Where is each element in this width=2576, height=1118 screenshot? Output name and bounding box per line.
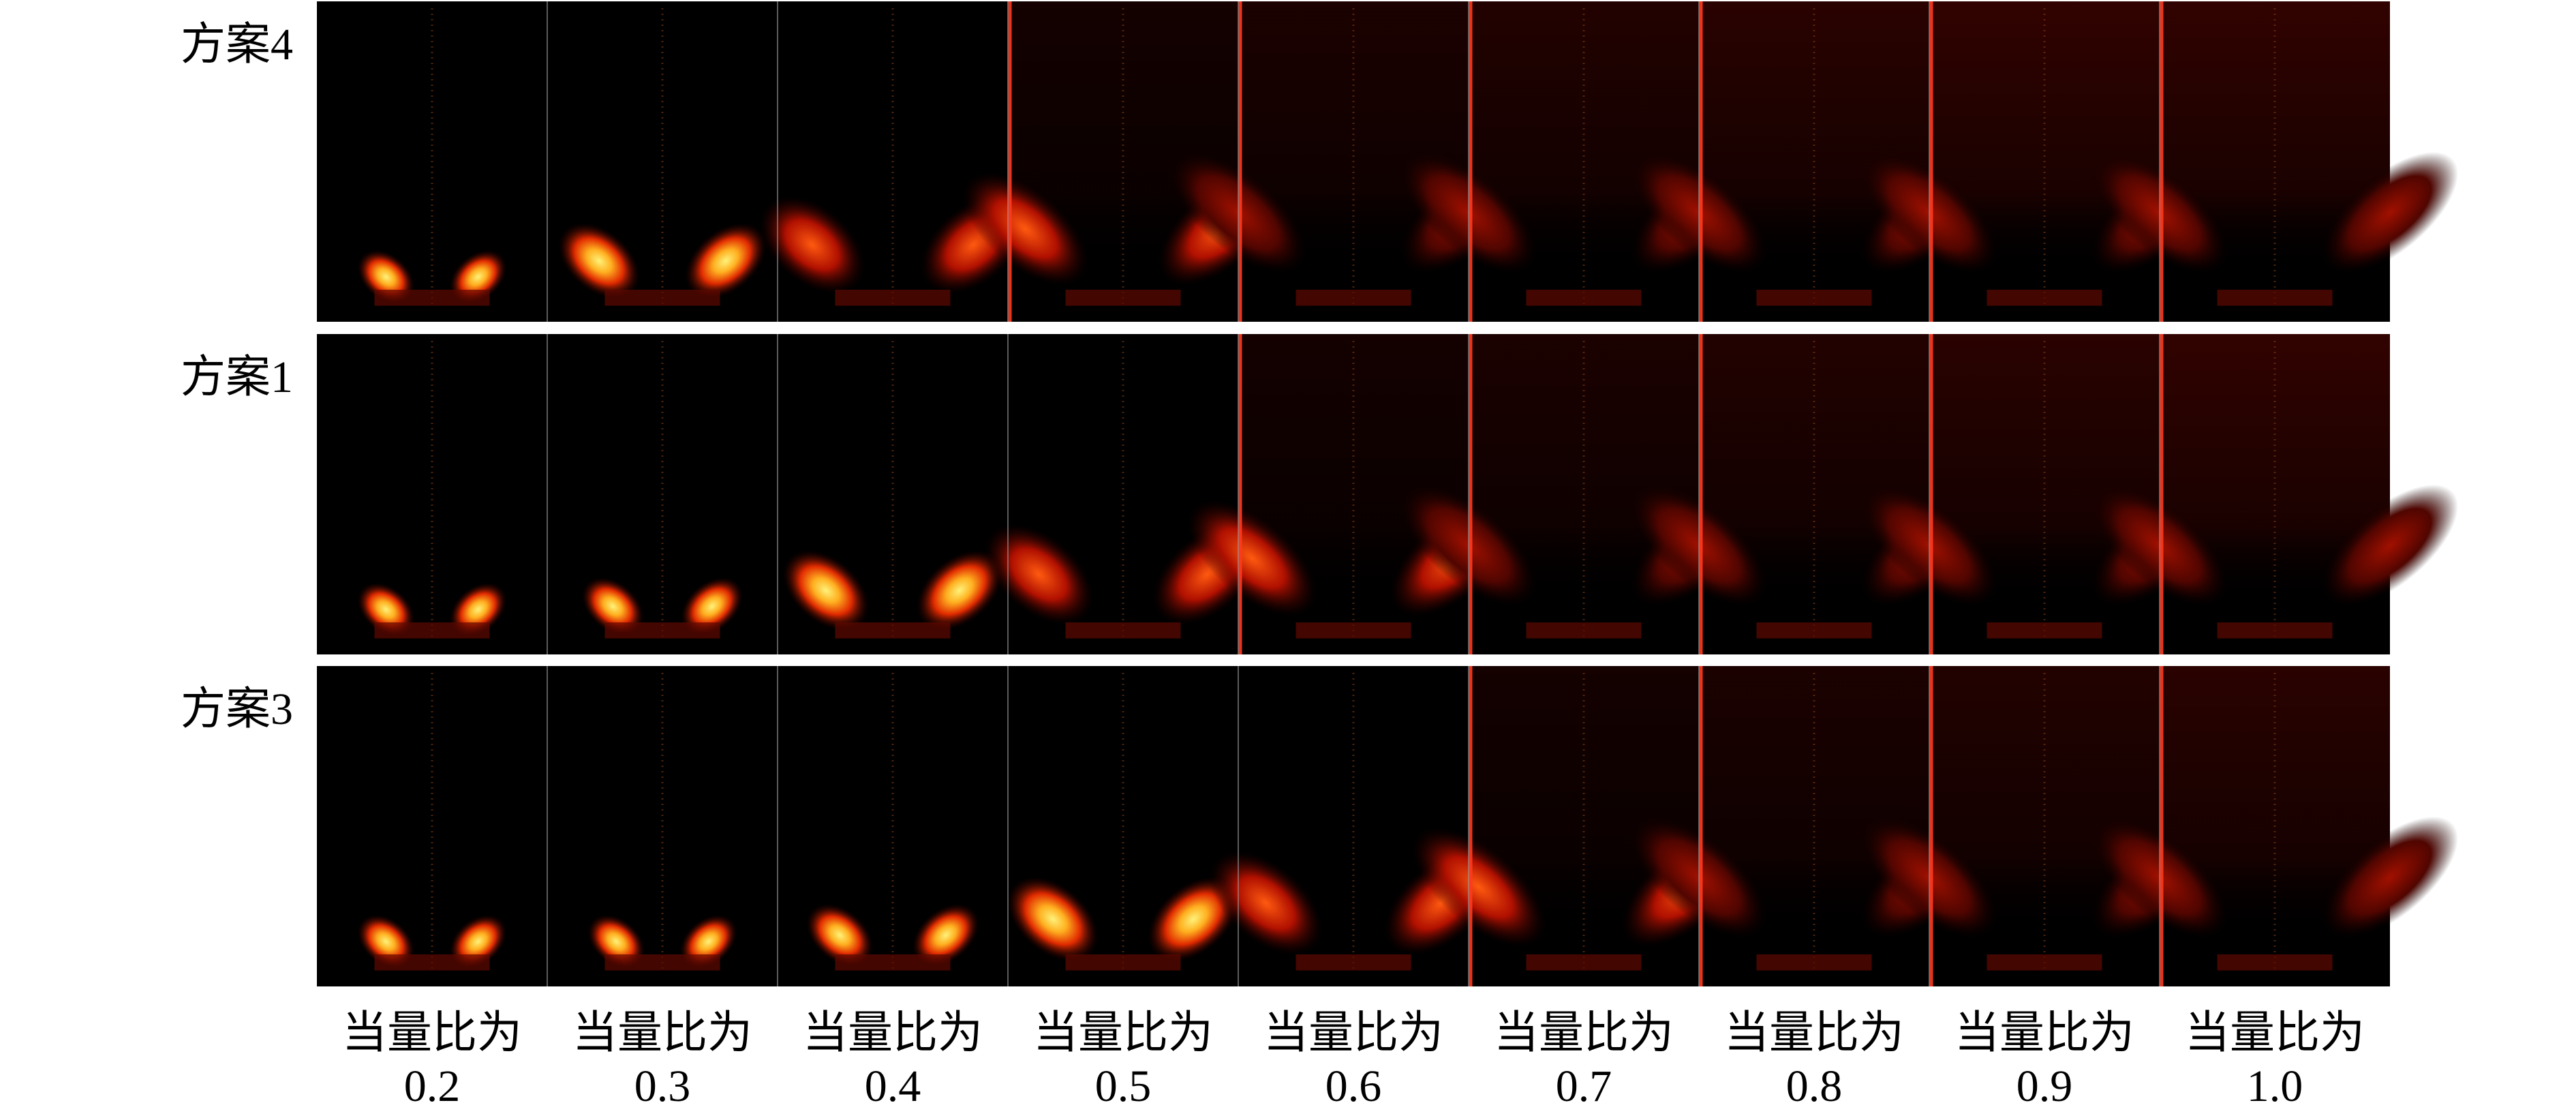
flame-lobe xyxy=(581,577,644,636)
column-value: 0.3 xyxy=(634,1061,691,1111)
flame-lobe xyxy=(681,577,743,636)
flame-base xyxy=(1987,622,2102,639)
panel xyxy=(1630,334,1998,654)
flame-base xyxy=(374,954,490,971)
flame-lobe xyxy=(782,550,870,631)
flame-base xyxy=(1987,290,2102,306)
flame-base xyxy=(1756,290,1872,306)
column-value: 0.8 xyxy=(1786,1061,1843,1111)
column-value: 0.7 xyxy=(1556,1061,1612,1111)
column-label: 当量比为 xyxy=(2185,1008,2365,1058)
flame-base xyxy=(1756,954,1872,971)
panel xyxy=(984,334,1262,654)
column-label: 当量比为 xyxy=(1724,1008,1904,1058)
column-value: 0.6 xyxy=(1325,1061,1382,1111)
panel xyxy=(547,1,778,322)
column-value: 0.4 xyxy=(865,1061,921,1111)
flame-base xyxy=(835,954,951,971)
panel xyxy=(777,666,1008,986)
column-label: 当量比为 xyxy=(572,1008,752,1058)
column-label: 当量比为 xyxy=(342,1008,522,1058)
panel xyxy=(1860,666,2228,986)
flame-lobe xyxy=(558,222,640,299)
flame-lobe xyxy=(759,196,865,294)
panel xyxy=(2091,666,2459,986)
panel xyxy=(777,334,1008,654)
flame-base xyxy=(1526,954,1642,971)
flame-base xyxy=(1065,622,1181,639)
column-label: 当量比为 xyxy=(803,1008,983,1058)
flame-base xyxy=(1756,622,1872,639)
flame-lobe xyxy=(1187,500,1317,617)
flame-lobe xyxy=(1209,851,1323,956)
panel xyxy=(317,1,547,322)
flame-base xyxy=(1526,622,1642,639)
flame-base xyxy=(835,290,951,306)
column-label: 当量比为 xyxy=(1263,1008,1443,1058)
flame-lobe xyxy=(916,550,1003,631)
flame-base xyxy=(1295,954,1411,971)
column-value: 0.2 xyxy=(404,1061,461,1111)
panel xyxy=(759,1,1026,322)
flame-base xyxy=(1295,290,1411,306)
flame-base xyxy=(604,622,720,639)
flame-lobe xyxy=(962,172,1088,286)
flame-base xyxy=(1065,954,1181,971)
panel xyxy=(547,666,778,986)
flame-base xyxy=(2217,954,2333,971)
row-label: 方案4 xyxy=(181,20,293,70)
panel xyxy=(317,334,547,654)
panel xyxy=(317,666,547,986)
panel xyxy=(1209,666,1498,986)
panel xyxy=(547,334,778,654)
panel xyxy=(2091,1,2459,322)
column-value: 0.5 xyxy=(1095,1061,1152,1111)
flame-lobe xyxy=(1007,877,1099,962)
column-value: 0.9 xyxy=(2017,1061,2073,1111)
flame-lobe xyxy=(685,222,767,299)
flame-base xyxy=(1295,622,1411,639)
row-label: 方案1 xyxy=(181,352,293,402)
panel xyxy=(1007,666,1239,986)
flame-base xyxy=(1526,290,1642,306)
row-label: 方案3 xyxy=(181,684,293,734)
flame-lobe xyxy=(806,903,874,967)
flame-lobe xyxy=(2321,151,2459,274)
column-label: 当量比为 xyxy=(1033,1008,1213,1058)
flame-lobe xyxy=(1412,827,1546,948)
column-label: 当量比为 xyxy=(1494,1008,1674,1058)
flame-base xyxy=(835,622,951,639)
column-value: 1.0 xyxy=(2247,1061,2303,1111)
column-label: 当量比为 xyxy=(1954,1008,2134,1058)
flame-base xyxy=(604,954,720,971)
flame-base xyxy=(2217,622,2333,639)
flame-base xyxy=(2217,290,2333,306)
flame-base xyxy=(604,290,720,306)
flame-base xyxy=(374,622,490,639)
flame-lobe xyxy=(2321,484,2459,607)
flame-lobe xyxy=(2321,816,2459,939)
flame-lobe xyxy=(912,903,979,967)
panel xyxy=(2091,334,2459,654)
flame-base xyxy=(1065,290,1181,306)
flame-lobe xyxy=(984,524,1094,625)
flame-base xyxy=(1987,954,2102,971)
flame-base xyxy=(374,290,490,306)
